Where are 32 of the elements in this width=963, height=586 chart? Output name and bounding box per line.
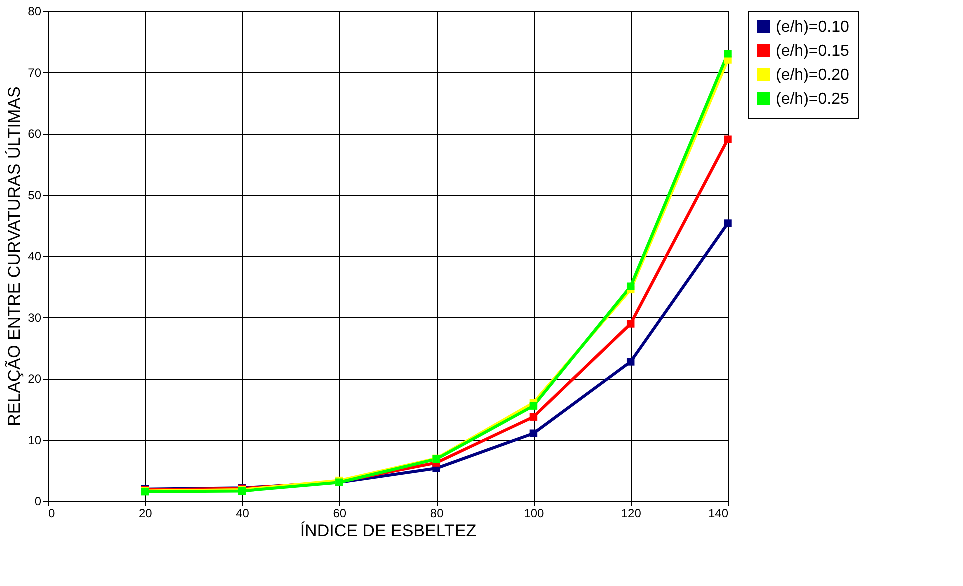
- y-tick-label: 50: [28, 188, 42, 202]
- x-tick-label: 0: [48, 506, 56, 520]
- legend-label: (e/h)=0.10: [776, 19, 850, 36]
- legend-label: (e/h)=0.25: [776, 91, 850, 108]
- point: [530, 430, 538, 438]
- legend-label: (e/h)=0.15: [776, 43, 850, 60]
- x-axis-title: ÍNDICE DE ESBELTEZ: [300, 522, 477, 540]
- point: [626, 358, 635, 366]
- x-tick-label: 100: [524, 506, 545, 520]
- y-tick-label: 40: [28, 250, 42, 264]
- x-tick-label: 140: [708, 506, 729, 520]
- y-tick-label: 70: [28, 66, 42, 80]
- point: [626, 282, 635, 290]
- x-tick-label: 40: [236, 506, 250, 520]
- x-tick-label: 120: [621, 506, 642, 520]
- point: [724, 136, 732, 144]
- x-tick-label: 60: [333, 506, 347, 520]
- point: [530, 413, 538, 421]
- point: [724, 220, 732, 228]
- y-tick-label: 80: [28, 4, 42, 18]
- y-tick-label: 60: [28, 127, 42, 141]
- point: [626, 320, 635, 328]
- y-tick-label: 10: [28, 433, 42, 448]
- legend-label: (e/h)=0.20: [776, 67, 850, 84]
- y-tick-label: 20: [28, 372, 42, 386]
- x-tick-label: 80: [430, 506, 444, 520]
- point: [530, 402, 538, 410]
- y-tick-label: 0: [34, 494, 42, 508]
- y-tick-label: 30: [28, 310, 42, 325]
- x-tick-label: 20: [138, 506, 153, 520]
- y-axis-title: RELAÇÃO ENTRE CURVATURAS ÚLTIMAS: [5, 86, 24, 426]
- point: [724, 50, 732, 58]
